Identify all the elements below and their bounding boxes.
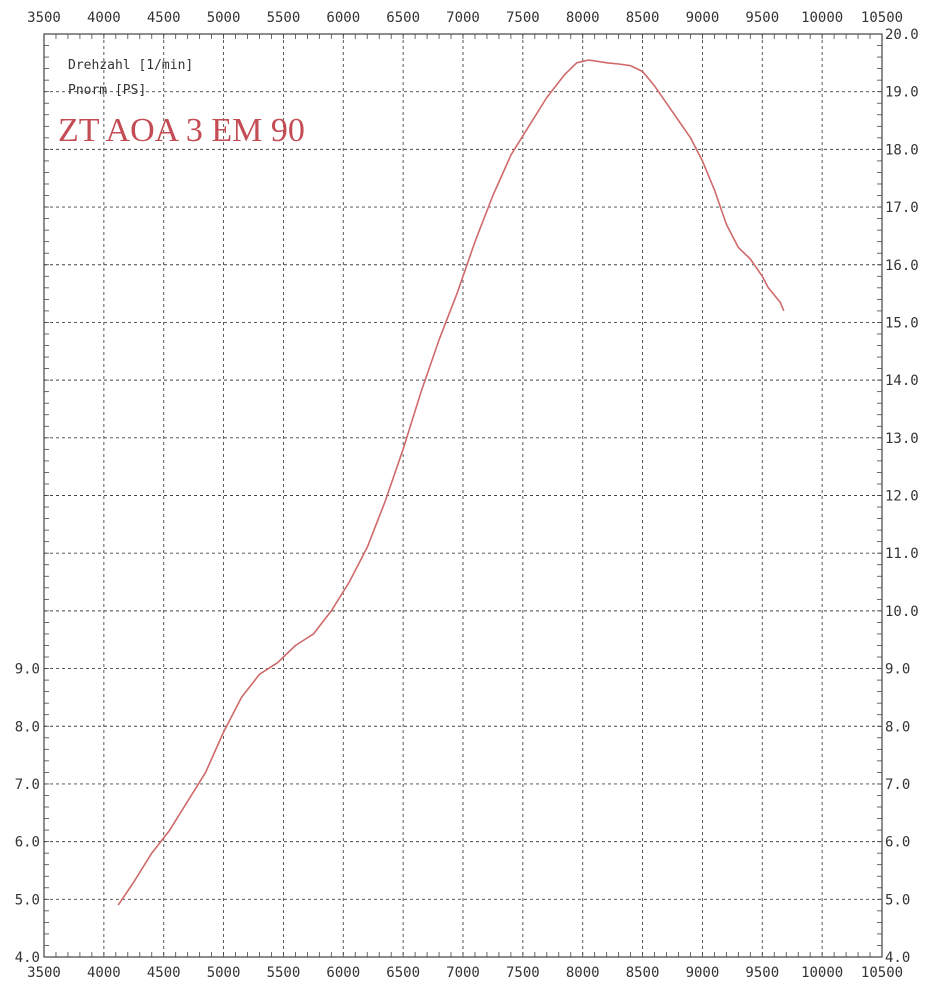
- y-tick-label-left: 8.0: [15, 719, 40, 735]
- x-tick-label-top: 7000: [446, 10, 480, 26]
- y-tick-label-right: 14.0: [885, 373, 919, 389]
- y-tick-label-right: 12.0: [885, 489, 919, 505]
- tick-labels: 3500 3500 4000 4000 4500 4500 5000 5000 5500 5500…: [15, 10, 919, 981]
- y-tick-label-right: 18.0: [885, 142, 919, 158]
- y-tick-label-right: 4.0: [885, 950, 910, 966]
- x-tick-label-top: 6500: [386, 10, 420, 26]
- y-tick-label-left: 5.0: [15, 892, 40, 908]
- x-tick-label-top: 7500: [506, 10, 540, 26]
- x-tick-label-bottom: 7500: [506, 965, 540, 981]
- x-tick-label-top: 10000: [801, 10, 843, 26]
- x-tick-label-bottom: 6500: [386, 965, 420, 981]
- y-tick-label-left: 7.0: [15, 777, 40, 793]
- x-tick-label-top: 4500: [147, 10, 181, 26]
- x-tick-label-top: 5000: [207, 10, 241, 26]
- y-tick-label-right: 5.0: [885, 892, 910, 908]
- x-tick-label-bottom: 5000: [207, 965, 241, 981]
- power-curve-line: [117, 59, 785, 906]
- x-tick-label-top: 8500: [626, 10, 660, 26]
- x-tick-label-top: 4000: [87, 10, 121, 26]
- x-tick-label-top: 9500: [745, 10, 779, 26]
- y-tick-label-right: 7.0: [885, 777, 910, 793]
- y-tick-label-right: 16.0: [885, 258, 919, 274]
- chart-grid: [43, 33, 883, 958]
- x-tick-label-top: 8000: [566, 10, 600, 26]
- y-tick-label-right: 20.0: [885, 27, 919, 43]
- y-tick-label-right: 8.0: [885, 719, 910, 735]
- x-tick-label-bottom: 3500: [27, 965, 61, 981]
- x-tick-label-bottom: 8000: [566, 965, 600, 981]
- x-tick-label-bottom: 5500: [267, 965, 301, 981]
- x-tick-label-top: 9000: [686, 10, 720, 26]
- x-tick-label-top: 6000: [326, 10, 360, 26]
- y-tick-label-right: 19.0: [885, 85, 919, 101]
- x-tick-label-bottom: 9000: [686, 965, 720, 981]
- x-tick-label-top: 3500: [27, 10, 61, 26]
- y-tick-label-right: 13.0: [885, 431, 919, 447]
- x-tick-label-bottom: 4500: [147, 965, 181, 981]
- y-tick-label-right: 17.0: [885, 200, 919, 216]
- chart-title: ZT AOA 3 EM 90: [58, 112, 305, 149]
- x-tick-label-bottom: 9500: [745, 965, 779, 981]
- x-tick-label-bottom: 10000: [801, 965, 843, 981]
- x-tick-label-bottom: 7000: [446, 965, 480, 981]
- y-tick-label-right: 10.0: [885, 604, 919, 620]
- y-tick-label-left: 6.0: [15, 835, 40, 851]
- x-tick-label-bottom: 4000: [87, 965, 121, 981]
- x-tick-label-top: 5500: [267, 10, 301, 26]
- legend-entry-pnorm: Pnorm [PS]: [68, 83, 146, 98]
- legend-entry-drehzahl: Drehzahl [1/min]: [68, 58, 193, 73]
- y-tick-label-left: 9.0: [15, 662, 40, 678]
- x-tick-label-bottom: 6000: [326, 965, 360, 981]
- x-tick-label-bottom: 10500: [861, 965, 903, 981]
- y-tick-label-right: 9.0: [885, 662, 910, 678]
- x-tick-label-bottom: 8500: [626, 965, 660, 981]
- y-tick-label-right: 6.0: [885, 835, 910, 851]
- y-tick-label-right: 11.0: [885, 546, 919, 562]
- x-tick-label-top: 10500: [861, 10, 903, 26]
- y-tick-label-right: 15.0: [885, 315, 919, 331]
- y-tick-label-left: 4.0: [15, 950, 40, 966]
- series-layer: [117, 59, 785, 906]
